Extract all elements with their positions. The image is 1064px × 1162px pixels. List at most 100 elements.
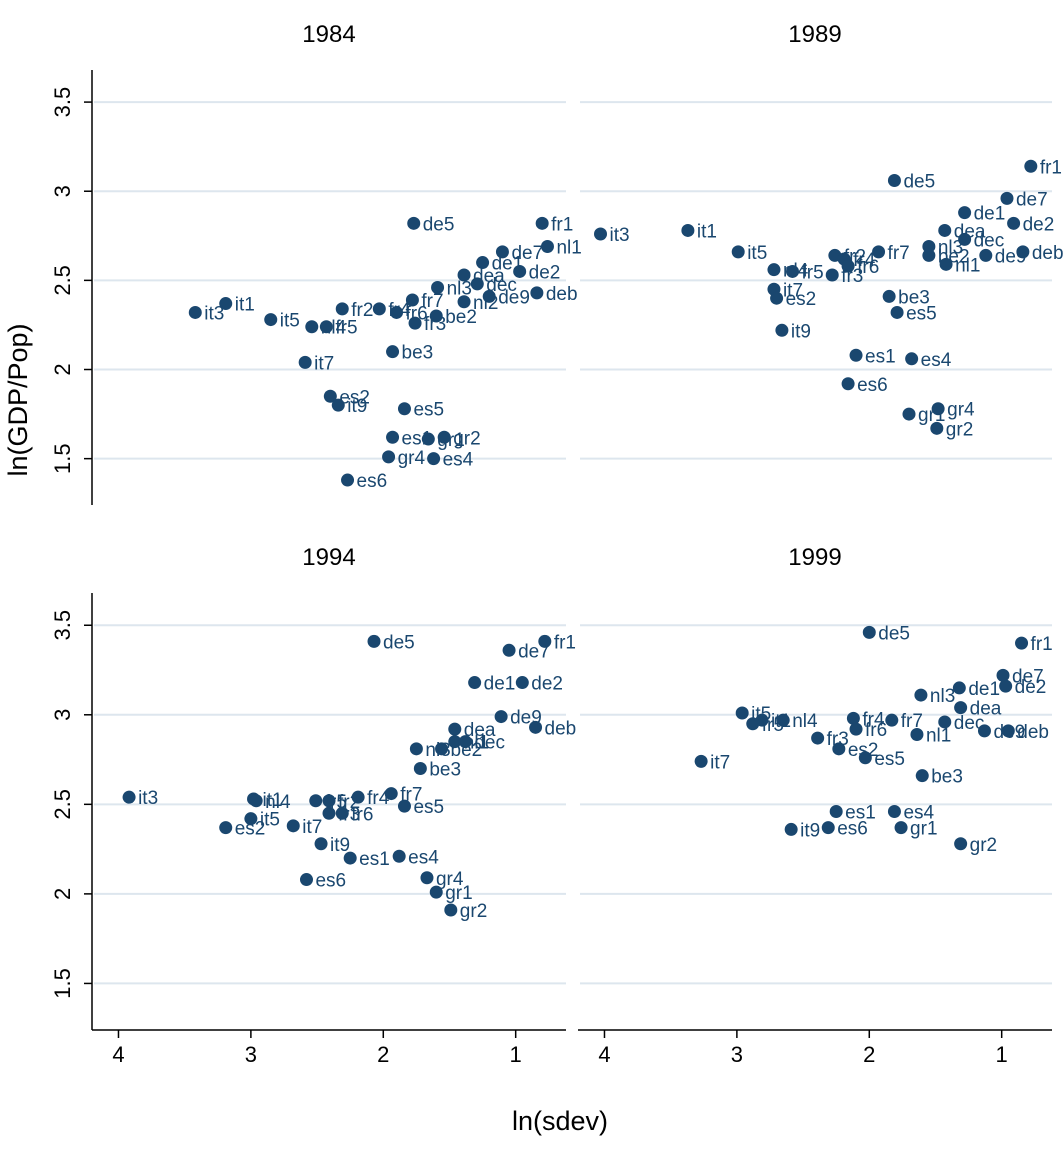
point-label: es1: [865, 346, 896, 367]
point-label: de5: [383, 632, 415, 653]
point-label: it9: [347, 396, 367, 417]
point-label: nl4: [792, 711, 818, 732]
point-label: dec: [486, 275, 517, 296]
point: [476, 256, 490, 270]
point: [335, 302, 349, 316]
point: [420, 871, 434, 885]
point-label: de5: [903, 172, 935, 193]
point: [1024, 159, 1038, 173]
point: [784, 822, 798, 836]
point: [444, 903, 458, 917]
point-label: es5: [874, 749, 905, 770]
point: [249, 794, 263, 808]
point: [515, 676, 529, 690]
point: [914, 688, 928, 702]
point-label: fr5: [801, 262, 823, 283]
point: [372, 302, 386, 316]
point: [849, 722, 863, 736]
point: [286, 819, 300, 833]
point: [437, 430, 451, 444]
point: [958, 206, 972, 220]
point: [694, 754, 708, 768]
point: [322, 794, 336, 808]
point-label: es6: [837, 819, 868, 840]
point: [538, 634, 552, 648]
point: [244, 812, 258, 826]
point-label: gr2: [946, 419, 973, 440]
point: [331, 398, 345, 412]
point-label: be3: [898, 287, 930, 308]
point-label: es6: [857, 375, 888, 396]
point: [495, 245, 509, 259]
point: [872, 245, 886, 259]
point: [319, 320, 333, 334]
y-tick-label: 3.5: [50, 610, 75, 641]
x-tick-label: 2: [377, 1042, 389, 1067]
point-label: gr1: [910, 819, 937, 840]
point: [938, 223, 952, 237]
point: [846, 711, 860, 725]
panel-title: 1994: [302, 544, 355, 571]
point: [977, 724, 991, 738]
point: [122, 790, 136, 804]
y-tick-label: 2.5: [50, 789, 75, 820]
point: [996, 668, 1010, 682]
point: [429, 885, 443, 899]
point: [298, 355, 312, 369]
point-label: gr4: [436, 869, 464, 890]
point: [832, 742, 846, 756]
point-label: fr5: [335, 318, 357, 339]
point-label: it3: [138, 788, 158, 809]
point: [407, 216, 421, 230]
point: [219, 297, 233, 311]
point: [448, 735, 462, 749]
point-label: gr2: [453, 428, 480, 449]
x-tick-label: 2: [863, 1042, 875, 1067]
point-label: nl4: [265, 792, 291, 813]
point: [540, 239, 554, 253]
point: [894, 821, 908, 835]
point: [219, 821, 233, 835]
point-label: de2: [1015, 677, 1047, 698]
point: [882, 289, 896, 303]
point-label: de7: [1016, 189, 1048, 210]
panel-title: 1999: [788, 544, 841, 571]
point: [735, 706, 749, 720]
point: [594, 227, 608, 241]
point: [335, 806, 349, 820]
point-label: gr1: [445, 883, 472, 904]
point: [413, 762, 427, 776]
point: [731, 245, 745, 259]
point: [746, 717, 760, 731]
point-label: es2: [786, 289, 817, 310]
point-label: es5: [413, 797, 444, 818]
point: [841, 259, 855, 273]
point-label: fr4: [853, 250, 876, 271]
point-label: nl1: [955, 255, 980, 276]
point: [1016, 245, 1030, 259]
point: [529, 720, 543, 734]
point: [188, 305, 202, 319]
point: [811, 731, 825, 745]
point-label: de2: [531, 674, 563, 695]
point: [305, 320, 319, 334]
point: [408, 316, 422, 330]
point: [397, 402, 411, 416]
point-label: it1: [263, 790, 283, 811]
point: [421, 432, 435, 446]
point: [494, 710, 508, 724]
point-label: nl3: [930, 686, 955, 707]
point-label: deb: [1032, 243, 1064, 264]
point-label: es6: [315, 871, 346, 892]
point: [767, 263, 781, 277]
point-label: es5: [906, 303, 937, 324]
point-label: it7: [710, 752, 730, 773]
point: [922, 248, 936, 262]
point: [954, 701, 968, 715]
point-label: fr7: [901, 711, 923, 732]
point-label: be2: [445, 307, 477, 328]
point-label: be3: [429, 760, 461, 781]
point: [887, 805, 901, 818]
point-label: de5: [878, 623, 910, 644]
